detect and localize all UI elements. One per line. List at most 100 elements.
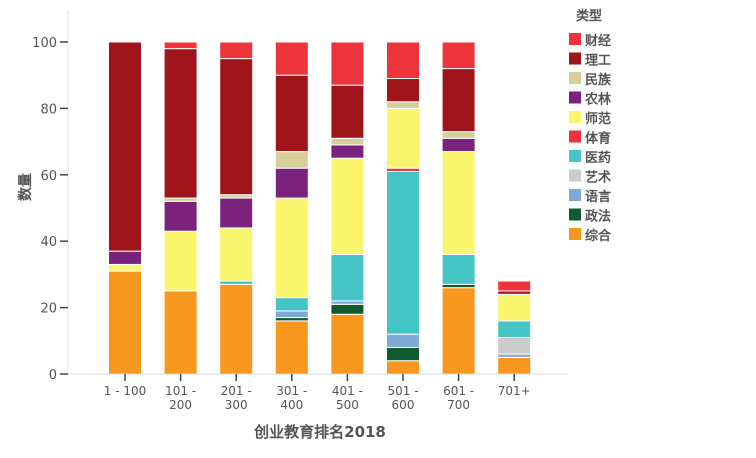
bar-segment-艺术[interactable] xyxy=(497,336,532,355)
legend-label: 综合 xyxy=(585,228,612,244)
legend-item-医药[interactable]: 医药 xyxy=(569,150,611,166)
bar-segment-师范[interactable] xyxy=(497,293,532,322)
bars xyxy=(108,41,532,375)
bar-segment-师范[interactable] xyxy=(441,151,476,255)
x-tick-label: 301 -400 xyxy=(276,384,307,412)
legend-swatch xyxy=(569,91,581,104)
x-tick-label: 501 -600 xyxy=(387,384,418,412)
x-tick-label: 1 - 100 xyxy=(104,384,147,398)
bar-segment-农林[interactable] xyxy=(163,200,198,232)
legend-swatch xyxy=(569,208,581,221)
legend-label: 师范 xyxy=(585,111,611,127)
bar-segment-语言[interactable] xyxy=(386,333,420,348)
legend-swatch xyxy=(569,111,581,123)
legend-title: 类型 xyxy=(576,8,602,24)
bar-segment-师范[interactable] xyxy=(219,227,254,282)
bar-segment-师范[interactable] xyxy=(386,107,420,169)
bar-segment-语言[interactable] xyxy=(274,310,309,319)
bar-segment-师范[interactable] xyxy=(108,263,142,272)
bar-segment-综合[interactable] xyxy=(108,270,142,375)
bar-segment-综合[interactable] xyxy=(330,313,365,375)
legend-item-师范[interactable]: 师范 xyxy=(569,111,611,127)
legend-label: 农林 xyxy=(584,92,611,108)
bar-segment-理工[interactable] xyxy=(441,68,476,133)
y-tick-label: 20 xyxy=(40,302,57,317)
bar-segment-财经[interactable] xyxy=(497,280,532,292)
legend-swatch xyxy=(569,33,581,45)
x-tick-label: 601 -700 xyxy=(443,384,474,412)
bar-segment-医药[interactable] xyxy=(330,253,365,302)
bar-segment-财经[interactable] xyxy=(330,41,365,86)
bar-segment-财经[interactable] xyxy=(274,41,309,76)
legend-item-民族[interactable]: 民族 xyxy=(569,72,612,88)
legend-swatch xyxy=(569,52,581,65)
bar-segment-民族[interactable] xyxy=(330,137,365,146)
legend-swatch xyxy=(569,130,581,143)
bar-segment-理工[interactable] xyxy=(330,84,365,139)
legend-item-财经[interactable]: 财经 xyxy=(569,33,611,49)
legend-item-艺术[interactable]: 艺术 xyxy=(569,169,611,186)
bar-segment-综合[interactable] xyxy=(163,290,198,375)
bar-segment-综合[interactable] xyxy=(219,283,254,375)
x-tick-label: 401 -500 xyxy=(332,384,363,412)
legend-label: 政法 xyxy=(585,209,611,225)
bar-segment-民族[interactable] xyxy=(386,101,420,109)
bar-segment-理工[interactable] xyxy=(108,41,142,252)
bar-segment-综合[interactable] xyxy=(274,320,309,375)
bar-segment-农林[interactable] xyxy=(108,250,142,265)
legend-swatch xyxy=(569,150,581,162)
x-axis-label: 创业教育排名2018 xyxy=(253,423,386,441)
bar-segment-政法[interactable] xyxy=(330,303,365,315)
bar-segment-民族[interactable] xyxy=(441,131,476,139)
bar-segment-农林[interactable] xyxy=(219,197,254,229)
bar-segment-理工[interactable] xyxy=(386,78,420,103)
legend-label: 财经 xyxy=(585,33,611,49)
y-axis-ticks: 0 20 40 60 80 100 xyxy=(32,36,68,383)
legend-label: 艺术 xyxy=(585,170,611,186)
bar-segment-财经[interactable] xyxy=(163,41,198,50)
bar-segment-民族[interactable] xyxy=(274,151,309,169)
bar-segment-理工[interactable] xyxy=(163,48,198,199)
bar-segment-财经[interactable] xyxy=(386,41,420,80)
legend-swatch xyxy=(569,72,581,84)
bar-segment-师范[interactable] xyxy=(330,157,365,255)
legend-label: 民族 xyxy=(585,72,612,88)
x-tick-label: 701+ xyxy=(498,384,531,398)
legend-item-政法[interactable]: 政法 xyxy=(569,208,611,225)
y-tick-label: 40 xyxy=(40,235,57,250)
bar-segment-财经[interactable] xyxy=(441,41,476,70)
bar-segment-农林[interactable] xyxy=(441,137,476,153)
legend-item-理工[interactable]: 理工 xyxy=(569,52,611,69)
bar-segment-医药[interactable] xyxy=(386,170,420,335)
bar-segment-师范[interactable] xyxy=(274,197,309,299)
bar-segment-理工[interactable] xyxy=(219,58,254,196)
legend-swatch xyxy=(569,228,581,240)
legend-swatch xyxy=(569,169,581,182)
y-axis-label: 数量 xyxy=(17,173,34,201)
legend-item-综合[interactable]: 综合 xyxy=(569,228,612,244)
x-tick-label: 101 -200 xyxy=(165,384,196,412)
bar-segment-综合[interactable] xyxy=(386,360,420,375)
y-tick-label: 80 xyxy=(40,102,57,117)
bar-segment-综合[interactable] xyxy=(497,356,532,375)
legend-label: 体育 xyxy=(585,131,611,147)
bar-segment-师范[interactable] xyxy=(163,230,198,292)
legend-item-体育[interactable]: 体育 xyxy=(569,130,611,147)
legend-label: 医药 xyxy=(585,150,611,166)
legend-label: 理工 xyxy=(585,54,611,69)
bar-segment-医药[interactable] xyxy=(441,253,476,285)
legend-item-农林[interactable]: 农林 xyxy=(569,91,611,108)
bar-segment-医药[interactable] xyxy=(497,320,532,338)
bar-segment-农林[interactable] xyxy=(274,167,309,199)
bar-segment-农林[interactable] xyxy=(330,144,365,159)
bar-segment-综合[interactable] xyxy=(441,287,476,375)
bar-segment-医药[interactable] xyxy=(274,297,309,312)
legend-item-语言[interactable]: 语言 xyxy=(569,189,611,205)
y-tick-label: 100 xyxy=(32,36,57,51)
x-tick-label: 201 -300 xyxy=(221,384,252,412)
bar-segment-政法[interactable] xyxy=(386,346,420,362)
bar-segment-财经[interactable] xyxy=(219,41,254,60)
bar-segment-理工[interactable] xyxy=(274,74,309,153)
